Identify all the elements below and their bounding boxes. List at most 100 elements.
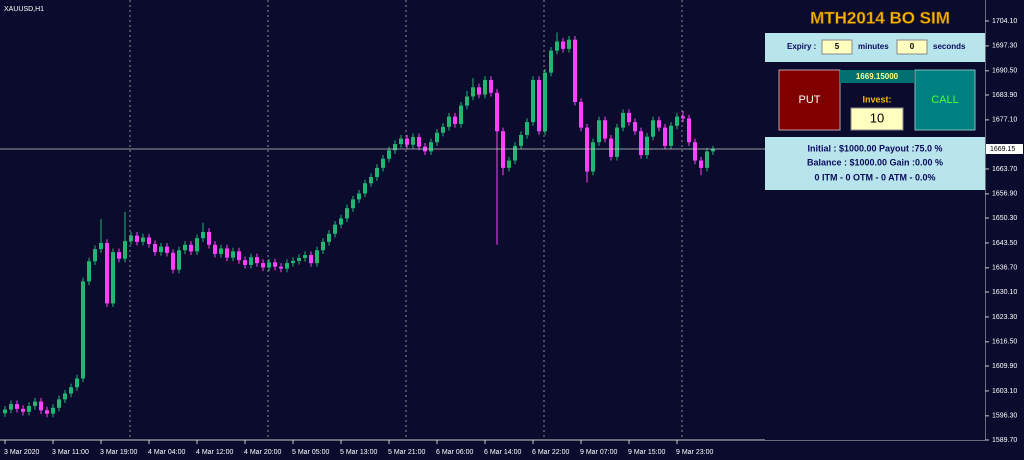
current-price-label: 1669.15 — [990, 146, 1015, 153]
y-tick-label: 1697.30 — [992, 43, 1017, 50]
candle-body — [561, 41, 565, 49]
candle-body — [633, 122, 637, 132]
candle-body — [381, 158, 385, 168]
invest-label: Invest: — [862, 94, 891, 104]
candle-body — [351, 199, 355, 209]
y-tick-label: 1650.30 — [992, 215, 1017, 222]
invest-input[interactable] — [850, 107, 904, 131]
minutes-input[interactable] — [821, 39, 853, 55]
put-label[interactable]: PUT — [799, 94, 821, 106]
candle-body — [375, 167, 379, 178]
candle-body — [45, 410, 49, 414]
candle-body — [195, 238, 199, 252]
invest-value[interactable]: 10 — [870, 110, 884, 125]
candle-body — [603, 120, 607, 139]
y-tick-label: 1656.90 — [992, 191, 1017, 198]
candle-body — [549, 50, 553, 73]
seconds-value[interactable]: 0 — [910, 42, 915, 51]
candle-body — [39, 401, 43, 411]
info-box — [765, 137, 985, 190]
candle-body — [165, 246, 169, 253]
candle-body — [249, 257, 253, 265]
candle-body — [711, 149, 715, 152]
candle-body — [309, 255, 313, 264]
symbol-label: XAUUSD,H1 — [4, 6, 44, 13]
expiry-label: Expiry : — [787, 42, 816, 51]
y-tick-label: 1690.50 — [992, 68, 1017, 75]
panel-title: MTH2014 BO SIM — [810, 8, 950, 27]
candle-body — [315, 250, 319, 264]
day-separators — [129, 0, 683, 440]
candle-body — [441, 126, 445, 133]
candle-body — [327, 233, 331, 242]
y-tick-label: 1616.50 — [992, 339, 1017, 346]
info-line: Initial : $1000.00 Payout :75.0 % — [807, 143, 942, 153]
candle-body — [27, 405, 31, 412]
x-tick-label: 6 Mar 14:00 — [484, 449, 521, 456]
candle-body — [243, 260, 247, 265]
candle-body — [543, 72, 547, 132]
candle-body — [213, 244, 217, 254]
x-tick-label: 6 Mar 06:00 — [436, 449, 473, 456]
candle-body — [33, 401, 37, 406]
candle-body — [147, 237, 151, 245]
candle-body — [15, 404, 19, 409]
info-line: 0 ITM - 0 OTM - 0 ATM - 0.0% — [814, 172, 935, 182]
x-tick-label: 3 Mar 11:00 — [52, 449, 89, 456]
put-button[interactable] — [778, 69, 841, 131]
candle-body — [615, 127, 619, 157]
candle-body — [597, 120, 601, 143]
candle-body — [57, 399, 61, 408]
y-tick-label: 1683.90 — [992, 92, 1017, 99]
candle-body — [663, 127, 667, 146]
candle-body — [525, 122, 529, 135]
candle-body — [675, 116, 679, 126]
candle-body — [177, 250, 181, 270]
x-tick-label: 9 Mar 07:00 — [580, 449, 617, 456]
candle-body — [405, 138, 409, 145]
candle-body — [303, 255, 307, 258]
candle-body — [81, 281, 85, 379]
x-tick-label: 9 Mar 23:00 — [676, 449, 713, 456]
candle-body — [225, 248, 229, 258]
y-tick-label: 1643.50 — [992, 240, 1017, 247]
minutes-value[interactable]: 5 — [835, 42, 840, 51]
seconds-input[interactable] — [896, 39, 928, 55]
candle-body — [651, 120, 655, 137]
candle-body — [255, 257, 259, 264]
candle-body — [585, 127, 589, 172]
candle-body — [129, 235, 133, 242]
y-tick-label: 1663.70 — [992, 166, 1017, 173]
candle-body — [279, 266, 283, 269]
candle-body — [201, 231, 205, 239]
y-tick-label: 1704.10 — [992, 18, 1017, 25]
x-tick-label: 5 Mar 13:00 — [340, 449, 377, 456]
candle-body — [219, 248, 223, 254]
candle-body — [99, 242, 103, 250]
candle-body — [393, 144, 397, 151]
candle-body — [483, 79, 487, 95]
y-tick-label: 1596.30 — [992, 413, 1017, 420]
candle-body — [501, 131, 505, 168]
call-button[interactable] — [914, 69, 976, 131]
candle-body — [159, 246, 163, 253]
candle-body — [621, 112, 625, 128]
candle-body — [573, 39, 577, 102]
candle-body — [681, 116, 685, 119]
x-tick-label: 4 Mar 04:00 — [148, 449, 185, 456]
candle-body — [447, 116, 451, 127]
candle-body — [459, 105, 463, 124]
candle-body — [237, 251, 241, 261]
x-tick-label: 4 Mar 12:00 — [196, 449, 233, 456]
candle-body — [411, 137, 415, 145]
candle-body — [453, 116, 457, 124]
candle-body — [171, 252, 175, 270]
y-tick-label: 1589.70 — [992, 437, 1017, 444]
call-label[interactable]: CALL — [931, 94, 959, 106]
candle-body — [627, 112, 631, 123]
candle-body — [387, 150, 391, 159]
x-tick-label: 4 Mar 20:00 — [244, 449, 281, 456]
candle-body — [645, 136, 649, 156]
minutes-label: minutes — [858, 42, 889, 51]
